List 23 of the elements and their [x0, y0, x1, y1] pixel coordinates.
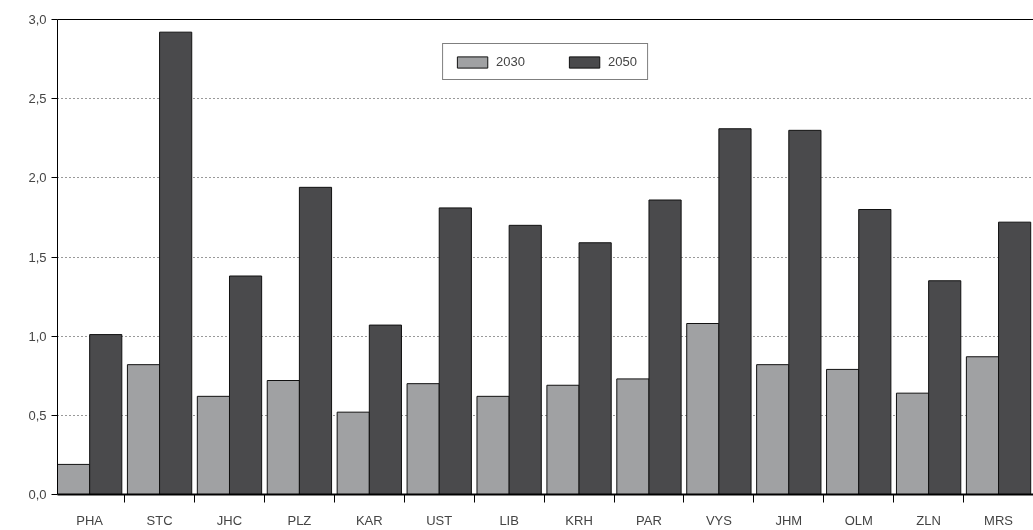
x-tick-label: UST [426, 512, 453, 528]
y-tick-label: 1,5 [28, 249, 47, 265]
x-tick-label: PHA [76, 512, 104, 528]
x-tick-label: OLM [844, 512, 873, 528]
y-tick-label: 2,0 [28, 170, 47, 186]
y-tick-label: 0,0 [28, 487, 47, 502]
x-tick-label: JHM [775, 512, 803, 528]
x-tick-label: LIB [499, 512, 519, 528]
x-tick-label: KRH [565, 512, 593, 528]
legend-label: 2050 [608, 54, 637, 69]
x-tick-label: ZLN [916, 512, 941, 528]
x-tick-label: MRS [984, 512, 1014, 528]
x-tick-label: JHC [216, 512, 243, 528]
y-tick-label: 3,0 [28, 12, 47, 27]
y-tick-label: 0,5 [28, 407, 47, 423]
x-tick-label: STC [146, 512, 173, 528]
legend-label: 2030 [496, 54, 525, 69]
y-tick-label: 1,0 [28, 328, 47, 344]
x-tick-label: PLZ [287, 512, 312, 528]
x-tick-label: PAR [636, 512, 662, 528]
x-tick-label: VYS [705, 512, 733, 528]
y-tick-label: 2,5 [28, 91, 47, 107]
x-tick-label: KAR [355, 512, 383, 528]
